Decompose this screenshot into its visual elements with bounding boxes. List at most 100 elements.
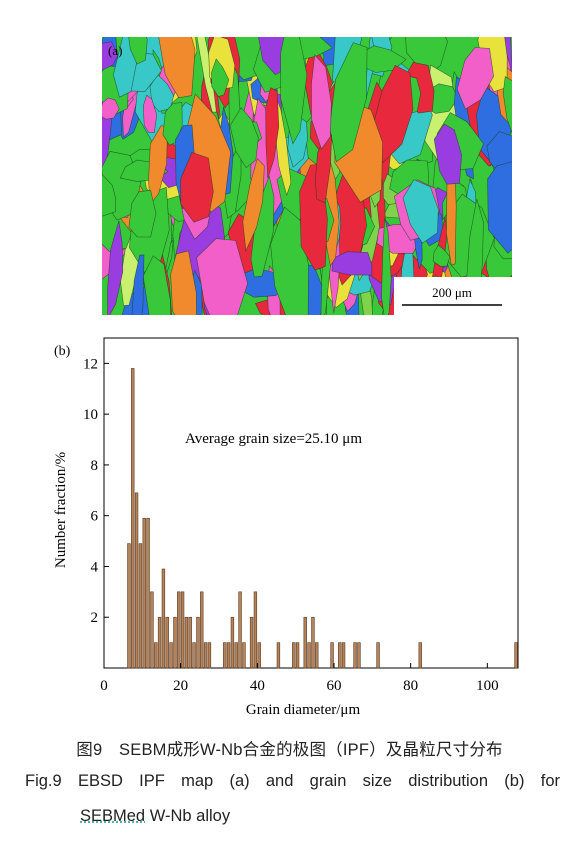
histogram-bar bbox=[127, 543, 131, 669]
ipf-grain bbox=[131, 254, 145, 315]
x-tick-label: 20 bbox=[173, 678, 188, 694]
caption-english-line2: SEBMed W-Nb alloy bbox=[80, 807, 380, 826]
histogram-bar bbox=[253, 591, 258, 669]
histogram-bar bbox=[330, 642, 334, 669]
ipf-grain bbox=[211, 58, 230, 97]
ipf-grain bbox=[456, 47, 494, 110]
ipf-grain bbox=[402, 179, 439, 244]
histogram-bar bbox=[338, 642, 342, 669]
histogram-bar bbox=[418, 642, 422, 669]
histogram-bar bbox=[131, 368, 135, 669]
ipf-grain bbox=[128, 189, 157, 238]
ipf-grain bbox=[433, 123, 462, 185]
y-tick-label: 4 bbox=[91, 559, 99, 575]
ipf-grain bbox=[329, 42, 368, 163]
ipf-grain bbox=[158, 37, 196, 99]
ipf-map-image: 200 μm (a) bbox=[102, 37, 512, 315]
ipf-grain bbox=[250, 175, 275, 278]
histogram-bar bbox=[192, 642, 196, 669]
axis-ticks: 0 20 40 60 80 100 2 4 6 8 10 12 bbox=[83, 356, 499, 694]
histogram-bar bbox=[311, 616, 315, 669]
histogram-bar bbox=[165, 616, 169, 669]
y-axis-label: Number fraction/% bbox=[53, 452, 69, 568]
histogram-bar bbox=[134, 492, 139, 669]
histogram-bar bbox=[184, 616, 189, 669]
ipf-grain bbox=[180, 152, 214, 223]
ipf-grain bbox=[102, 41, 119, 71]
histogram-bar bbox=[230, 616, 235, 669]
ipf-grain bbox=[170, 250, 197, 315]
y-tick-label: 2 bbox=[91, 610, 99, 626]
panel-a-label: (a) bbox=[108, 43, 122, 58]
ipf-grain bbox=[242, 158, 265, 252]
histogram-bar bbox=[226, 642, 231, 669]
x-tick-label: 0 bbox=[100, 678, 108, 694]
average-grain-size-annotation: Average grain size=25.10 μm bbox=[185, 431, 362, 447]
histogram-bar bbox=[177, 591, 181, 669]
histogram-bar bbox=[142, 517, 146, 669]
histogram-bar bbox=[376, 642, 380, 669]
scale-bar-label: 200 μm bbox=[432, 285, 472, 300]
panel-b-label: (b) bbox=[54, 344, 71, 359]
ipf-grains bbox=[102, 37, 512, 315]
histogram-bar bbox=[238, 591, 242, 669]
x-tick-label: 40 bbox=[250, 678, 265, 694]
caption-sebmed: SEBMed bbox=[80, 807, 146, 825]
ipf-grain bbox=[331, 251, 373, 276]
caption-english-line1: Fig.9 EBSD IPF map (a) and grain size di… bbox=[25, 772, 560, 790]
histogram-bar bbox=[292, 642, 296, 669]
histogram-bar bbox=[249, 616, 254, 669]
y-tick-label: 8 bbox=[91, 458, 99, 474]
histogram-bar bbox=[315, 642, 319, 669]
ipf-grain bbox=[487, 161, 512, 254]
ipf-grain bbox=[265, 87, 280, 179]
histogram-bar bbox=[223, 642, 227, 669]
x-tick-label: 60 bbox=[327, 678, 342, 694]
ipf-grain bbox=[128, 37, 148, 65]
histogram-bar bbox=[295, 642, 300, 669]
ipf-grain bbox=[370, 64, 414, 164]
histogram-bar bbox=[276, 642, 281, 669]
scale-bar-box bbox=[394, 277, 512, 315]
ipf-grain bbox=[142, 94, 158, 133]
ipf-grain bbox=[196, 238, 249, 315]
ipf-grain bbox=[270, 206, 309, 315]
histogram-bar bbox=[203, 642, 208, 669]
histogram-bar bbox=[514, 642, 518, 669]
histogram-bar bbox=[157, 616, 162, 669]
histogram-bar bbox=[307, 642, 311, 669]
histogram-bar bbox=[154, 642, 158, 669]
histogram-bar bbox=[146, 517, 150, 669]
histogram-bar bbox=[357, 642, 361, 669]
ipf-grain bbox=[311, 54, 332, 150]
histogram-bar bbox=[188, 616, 192, 669]
plot-frame bbox=[103, 337, 519, 669]
y-tick-label: 10 bbox=[83, 407, 98, 423]
ipf-grain bbox=[502, 76, 512, 134]
histogram-bar bbox=[138, 543, 143, 669]
histogram-bar bbox=[242, 642, 246, 669]
histogram-bar bbox=[161, 568, 166, 669]
caption-alloy: W-Nb alloy bbox=[145, 807, 231, 825]
histogram-bar bbox=[169, 642, 173, 669]
histogram-bars bbox=[127, 368, 518, 669]
histogram-bar bbox=[257, 642, 261, 669]
ipf-grain bbox=[102, 173, 117, 217]
histogram-bar bbox=[234, 642, 238, 669]
ipf-grain bbox=[381, 217, 392, 315]
x-tick-label: 80 bbox=[403, 678, 418, 694]
histogram-bar bbox=[353, 642, 357, 669]
ipf-grain bbox=[102, 97, 120, 120]
x-tick-label: 100 bbox=[476, 678, 499, 694]
y-tick-label: 12 bbox=[83, 356, 98, 372]
ipf-grain bbox=[142, 255, 171, 315]
histogram-bar bbox=[207, 642, 212, 669]
histogram-bar bbox=[200, 591, 204, 669]
ipf-grain bbox=[229, 107, 259, 169]
histogram-bar bbox=[173, 616, 177, 669]
caption-chinese: 图9 SEBM成形W-Nb合金的极图（IPF）及晶粒尺寸分布 bbox=[76, 741, 503, 759]
ipf-grain bbox=[280, 37, 308, 145]
x-axis-label: Grain diameter/μm bbox=[246, 702, 361, 718]
y-tick-label: 6 bbox=[91, 509, 99, 525]
histogram-bar bbox=[196, 616, 200, 669]
